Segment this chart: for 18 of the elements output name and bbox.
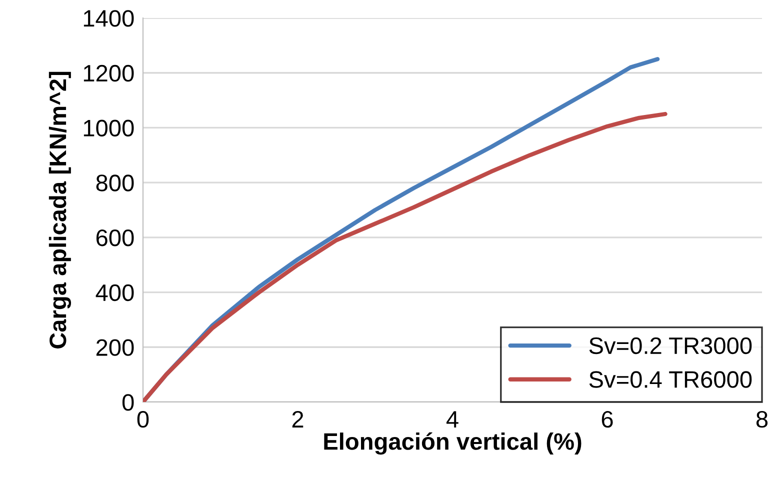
x-tick-label: 8 <box>756 410 768 428</box>
y-tick-label: 1200 <box>84 64 134 82</box>
y-tick-label: 0 <box>122 394 134 411</box>
y-axis-title: Carga aplicada [KN/m^2] <box>48 72 72 348</box>
legend-label: Sv=0.2 TR3000 <box>589 337 752 354</box>
line-series <box>143 112 668 402</box>
y-tick-label: 400 <box>96 284 134 302</box>
y-tick-label: 600 <box>96 229 134 246</box>
x-axis-title: Elongación vertical (%) <box>324 432 582 455</box>
x-tick-label: 4 <box>446 411 458 428</box>
x-tick-label: 6 <box>602 410 613 428</box>
x-tick-label: 2 <box>292 410 304 428</box>
y-tick-label: 200 <box>96 339 134 356</box>
y-tick-label: 1400 <box>84 10 134 27</box>
x-tick-label: 0 <box>137 410 149 428</box>
legend-label: Sv=0.4 TR6000 <box>589 371 752 388</box>
y-tick-label: 800 <box>96 174 134 192</box>
y-tick-label: 1000 <box>84 120 134 136</box>
